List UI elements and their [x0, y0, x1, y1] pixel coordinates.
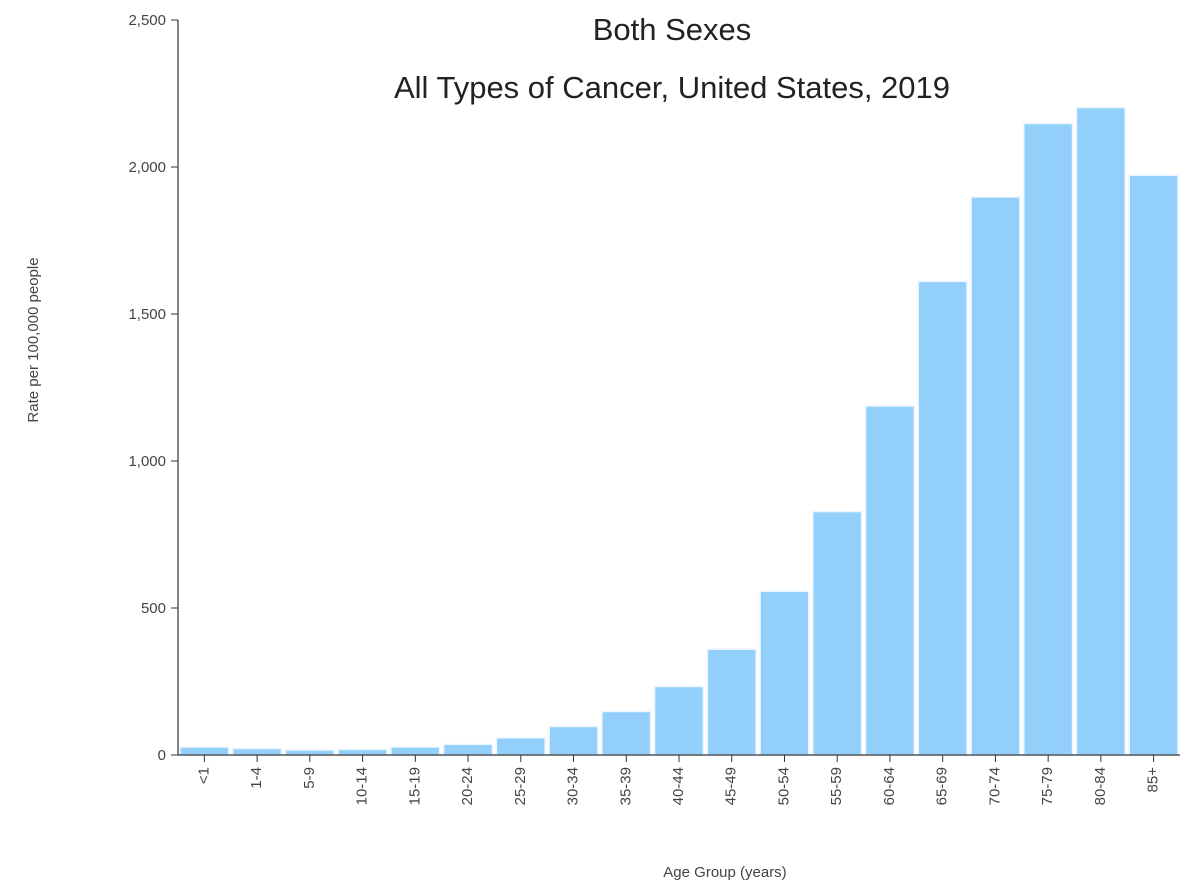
x-tick-label-0: <1	[195, 767, 212, 784]
bar-14	[917, 280, 968, 756]
bar-0	[179, 746, 230, 756]
x-axis-title: Age Group (years)	[663, 864, 786, 881]
x-tick-label-10: 45-49	[723, 767, 740, 805]
bar-17	[1075, 106, 1126, 756]
bar-2	[284, 749, 335, 756]
y-tick-label-0: 0	[158, 747, 166, 764]
x-tick-label-16: 75-79	[1039, 767, 1056, 805]
x-tick-label-9: 40-44	[670, 767, 687, 805]
bar-3	[337, 748, 388, 756]
x-tick-label-18: 85+	[1145, 767, 1162, 793]
bar-11	[759, 590, 810, 756]
chart-title-line-2: All Types of Cancer, United States, 2019	[394, 70, 950, 105]
y-tick-label-5: 2,500	[128, 12, 166, 29]
x-tick-label-8: 35-39	[617, 767, 634, 805]
y-tick-label-2: 1,000	[128, 453, 166, 470]
bars-group	[179, 106, 1179, 756]
x-tick-label-2: 5-9	[301, 767, 318, 789]
x-tick-label-3: 10-14	[354, 767, 371, 805]
bar-13	[864, 405, 916, 756]
bar-15	[970, 196, 1021, 756]
bar-5	[442, 743, 494, 756]
x-tick-label-13: 60-64	[881, 767, 898, 805]
bar-10	[706, 648, 757, 756]
x-tick-label-14: 65-69	[934, 767, 951, 805]
x-tick-label-11: 50-54	[775, 767, 792, 805]
x-tick-label-1: 1-4	[248, 767, 265, 789]
x-tick-label-15: 70-74	[986, 767, 1003, 805]
bar-16	[1023, 122, 1074, 756]
chart-title-line-1: Both Sexes	[593, 12, 752, 47]
bar-7	[548, 725, 599, 756]
bar-12	[812, 510, 863, 756]
bar-4	[390, 746, 441, 756]
x-tick-label-6: 25-29	[512, 767, 529, 805]
x-tick-label-7: 30-34	[564, 767, 581, 805]
bar-1	[231, 747, 283, 756]
x-tick-label-12: 55-59	[828, 767, 845, 805]
y-tick-label-1: 500	[141, 600, 166, 617]
y-axis-ticks: 0 500 1,000 1,500 2,000 2,500	[128, 12, 178, 764]
y-tick-label-3: 1,500	[128, 306, 166, 323]
bar-9	[653, 685, 705, 756]
y-axis-title: Rate per 100,000 people	[25, 257, 42, 422]
y-tick-label-4: 2,000	[128, 159, 166, 176]
bar-18	[1128, 174, 1179, 756]
x-tick-label-17: 80-84	[1092, 767, 1109, 805]
x-tick-label-5: 20-24	[459, 767, 476, 805]
bar-6	[495, 737, 546, 756]
x-tick-label-4: 15-19	[406, 767, 423, 805]
bar-8	[601, 710, 652, 756]
x-axis-ticks: <1 1-4 5-9 10-14 15-19 20-24 25-29 30-34 35-39 40…	[195, 755, 1162, 805]
